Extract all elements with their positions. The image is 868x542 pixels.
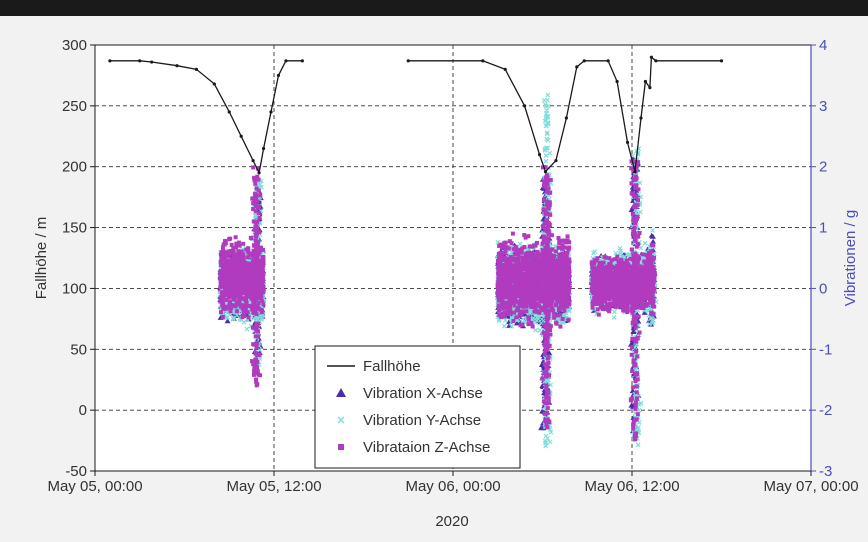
vibration-y-point bbox=[230, 315, 236, 321]
vibration-x-point bbox=[628, 340, 635, 346]
grid bbox=[95, 45, 811, 471]
vibration-x-point bbox=[648, 232, 655, 238]
vibration-x-point bbox=[629, 388, 636, 394]
vibration-x-point bbox=[628, 402, 635, 408]
vibration-scatter bbox=[217, 92, 659, 449]
vibration-y-point bbox=[230, 316, 236, 322]
vibration-y-point bbox=[244, 326, 250, 332]
vibration-y-point bbox=[225, 315, 230, 320]
vibration-x-point bbox=[224, 318, 231, 324]
vibration-x-point bbox=[641, 309, 648, 315]
top-bar bbox=[0, 0, 868, 16]
